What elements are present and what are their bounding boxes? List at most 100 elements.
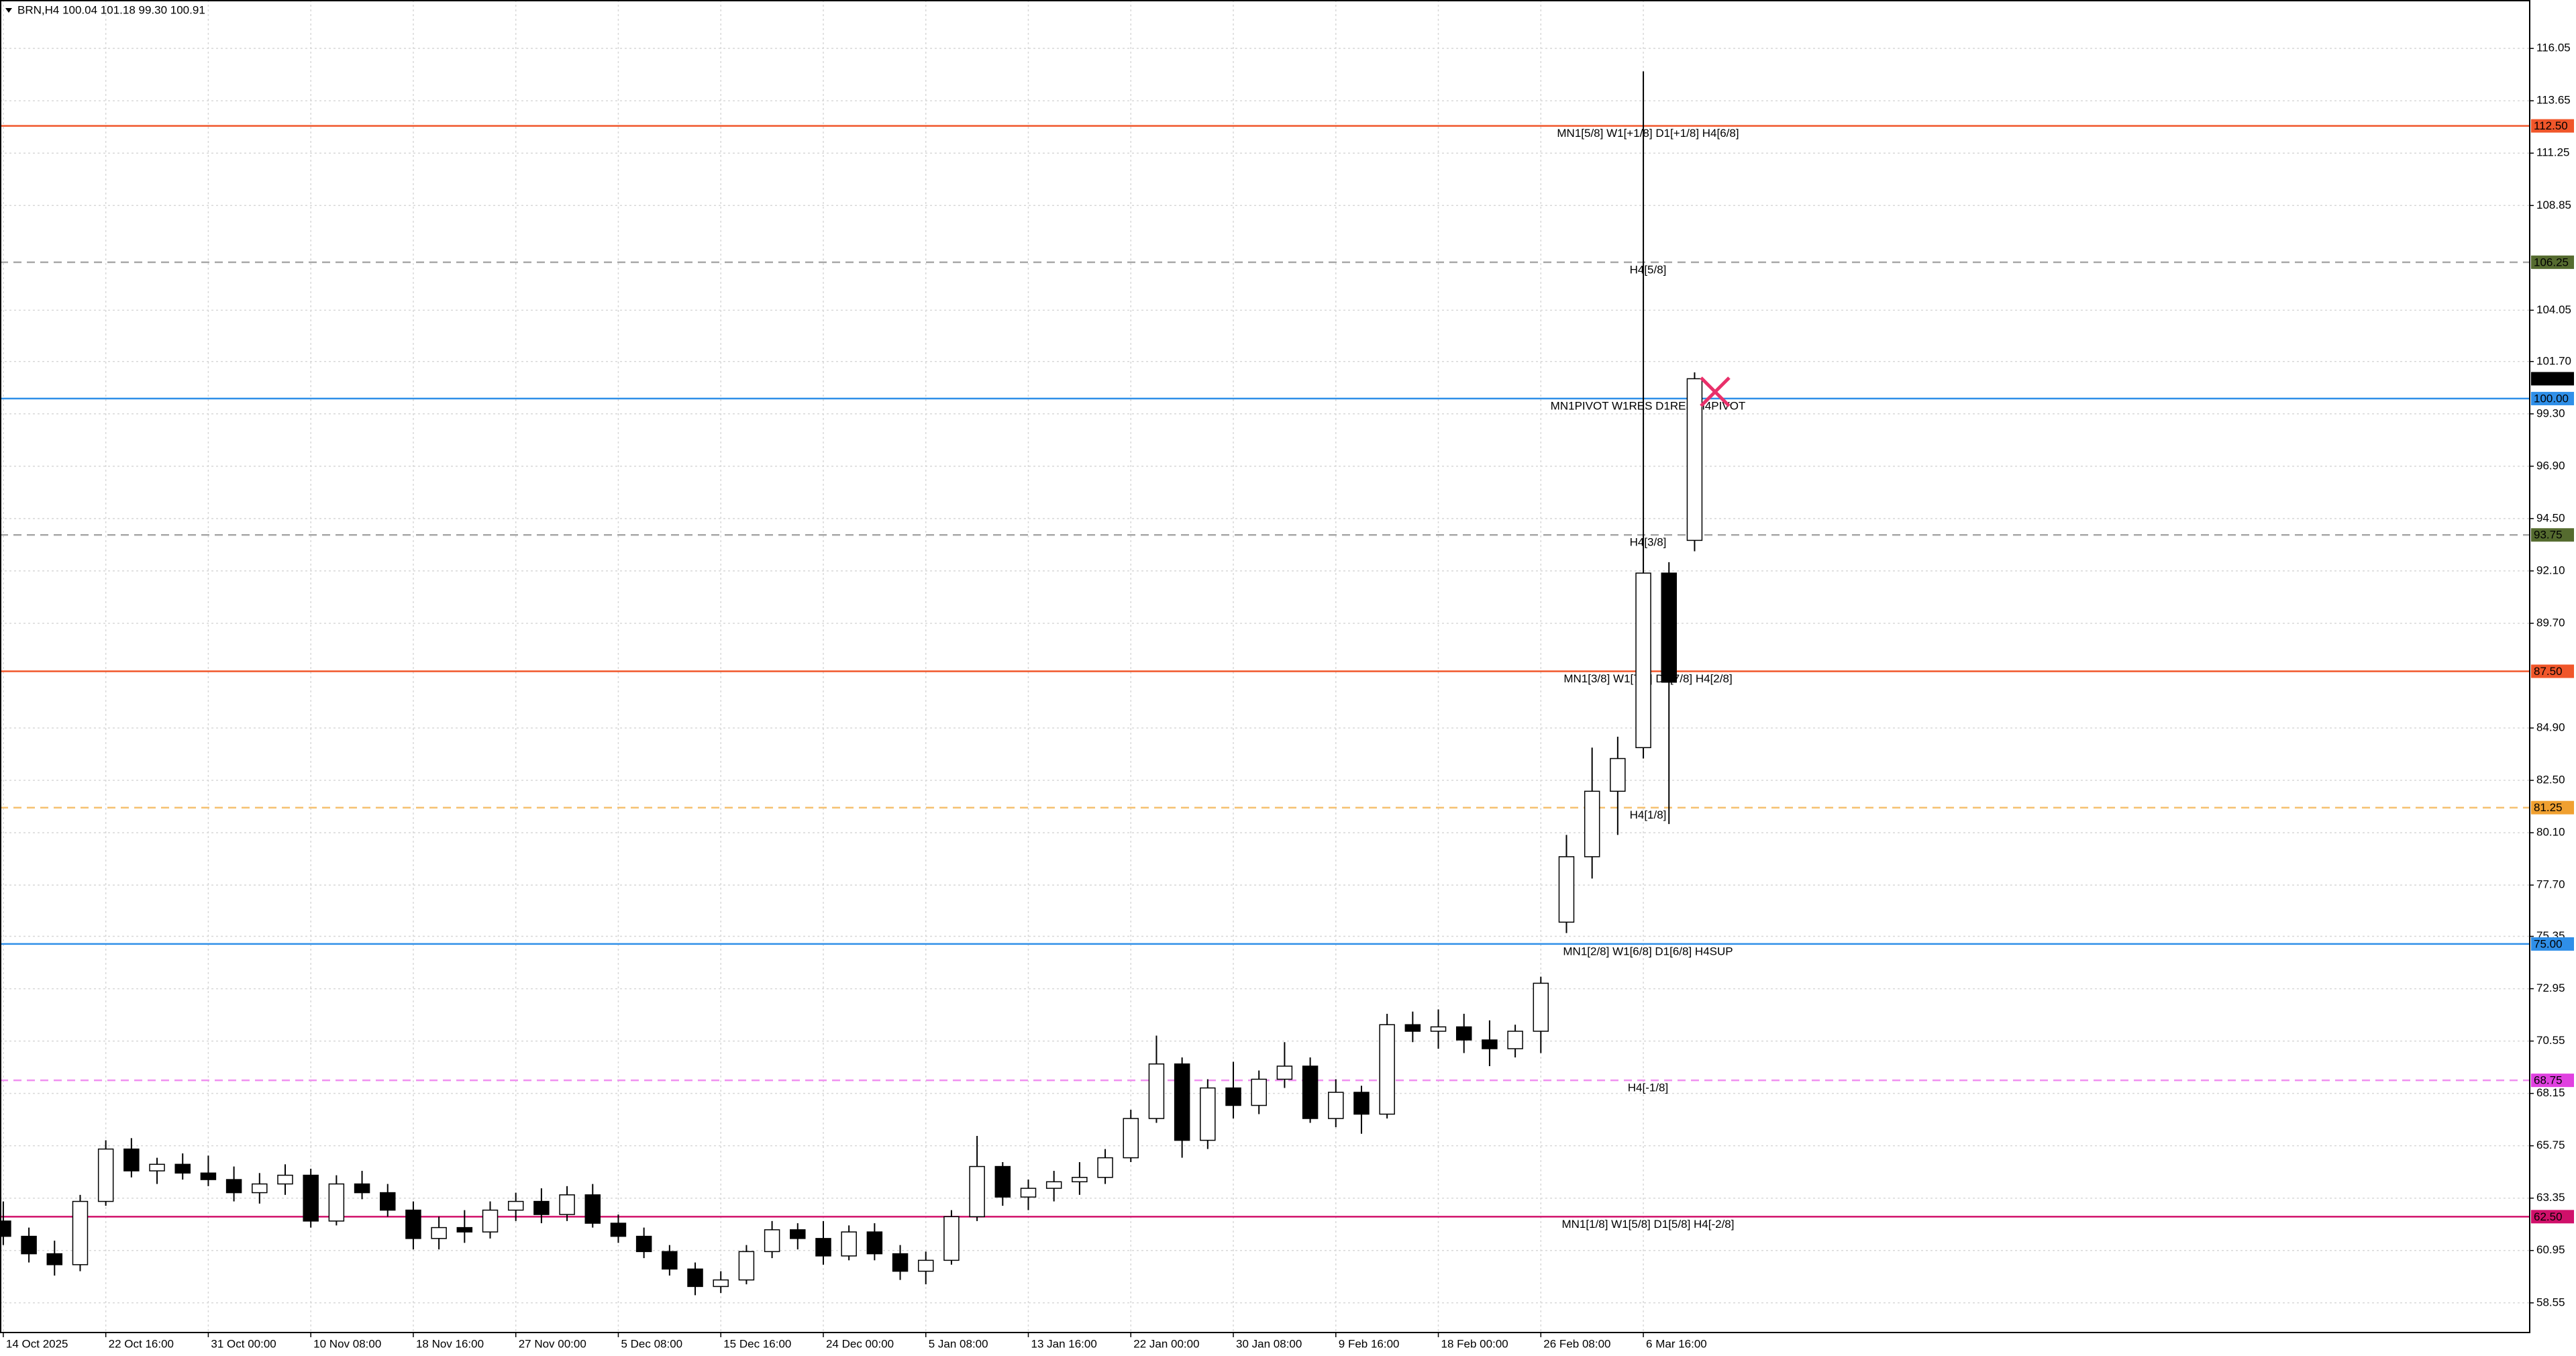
x-tick-label: 26 Feb 08:00 xyxy=(1543,1337,1610,1350)
candle-body xyxy=(1045,1181,1062,1189)
y-tick-label: 80.10 xyxy=(2536,826,2565,839)
candle-body xyxy=(969,1165,985,1218)
x-tick-label: 5 Dec 08:00 xyxy=(621,1337,682,1350)
candle-body xyxy=(46,1253,63,1265)
candle-body xyxy=(662,1251,678,1270)
y-tick-label: 96.90 xyxy=(2536,459,2565,472)
candle-body xyxy=(380,1192,396,1211)
price-tag-label: 112.50 xyxy=(2534,119,2568,132)
price-tag xyxy=(2531,255,2574,269)
x-tick-label: 5 Jan 08:00 xyxy=(929,1337,988,1350)
candle-body xyxy=(1225,1087,1241,1106)
candle-body xyxy=(123,1148,140,1171)
candle-body xyxy=(1610,758,1626,792)
candle-body xyxy=(1558,856,1575,923)
candle-body xyxy=(1635,572,1651,749)
marker-stroke xyxy=(1700,376,1731,407)
candle-body xyxy=(687,1268,703,1288)
price-tag xyxy=(2531,800,2574,815)
candle-body xyxy=(1020,1188,1037,1198)
x-tick-label: 18 Feb 00:00 xyxy=(1441,1337,1508,1350)
y-tick-label: 108.85 xyxy=(2536,199,2571,211)
candle-body xyxy=(303,1174,319,1222)
y-tick-label: 72.95 xyxy=(2536,982,2565,994)
candle-body xyxy=(1404,1024,1421,1032)
price-tag xyxy=(2531,664,2574,678)
candle-body xyxy=(1302,1065,1319,1119)
y-tick-label: 60.95 xyxy=(2536,1243,2565,1256)
y-tick-label: 99.30 xyxy=(2536,407,2565,419)
price-tag xyxy=(2531,528,2574,542)
candle-body xyxy=(354,1183,370,1194)
x-tick-label: 9 Feb 16:00 xyxy=(1339,1337,1400,1350)
candle-body xyxy=(1200,1087,1216,1141)
x-tick-label: 22 Jan 00:00 xyxy=(1133,1337,1199,1350)
x-tick-label: 24 Dec 00:00 xyxy=(826,1337,894,1350)
price-tag xyxy=(2531,392,2574,406)
current-price-label: 100.91 xyxy=(2534,372,2569,385)
price-tag-label: 68.75 xyxy=(2534,1074,2563,1087)
candle-body xyxy=(1533,982,1549,1032)
candle-body xyxy=(72,1200,89,1265)
candle-body xyxy=(97,1148,114,1202)
plot-frame xyxy=(0,0,2530,1333)
candle-body xyxy=(1507,1031,1523,1049)
candle-body xyxy=(635,1235,652,1253)
levels: MN1[5/8] W1[+1/8] D1[+1/8] H4[6/8] H4[5/8… xyxy=(0,125,2530,1231)
x-tick-label: 22 Oct 16:00 xyxy=(109,1337,174,1350)
candle-body xyxy=(277,1174,293,1185)
level-label: MN1PIVOT W1RES D1RES H4PIVOT xyxy=(1551,400,1746,413)
candle-body xyxy=(0,1220,11,1237)
grid xyxy=(0,0,2530,1333)
x-tick-label: 30 Jan 08:00 xyxy=(1236,1337,1302,1350)
y-tick-label: 58.55 xyxy=(2536,1296,2565,1308)
price-tag-label: 87.50 xyxy=(2534,665,2563,678)
candle-body xyxy=(456,1227,473,1233)
candle-body xyxy=(1482,1039,1498,1049)
candle-body xyxy=(1072,1177,1088,1183)
menu-triangle[interactable] xyxy=(5,8,12,13)
price-tag-label: 100.00 xyxy=(2534,393,2569,405)
candle-body xyxy=(174,1163,191,1174)
y-tick-label: 116.05 xyxy=(2536,42,2571,54)
candle-body xyxy=(1328,1092,1344,1119)
candle-body xyxy=(1174,1063,1190,1141)
candle-body xyxy=(200,1172,217,1180)
candle-body xyxy=(507,1200,524,1211)
candles xyxy=(0,71,1703,1296)
candle-body xyxy=(149,1163,165,1171)
level-label: MN1[5/8] W1[+1/8] D1[+1/8] H4[6/8] xyxy=(1557,127,1739,140)
level-label: H4[3/8] xyxy=(1630,536,1667,549)
level-label: H4[1/8] xyxy=(1630,809,1667,821)
candle-body xyxy=(892,1253,909,1272)
candle-body xyxy=(917,1259,934,1272)
x-tick-label: 15 Dec 16:00 xyxy=(723,1337,791,1350)
candle-body xyxy=(1584,790,1600,857)
price-tag-label: 106.25 xyxy=(2534,256,2569,268)
candle-body xyxy=(1276,1065,1293,1080)
y-tick-label: 94.50 xyxy=(2536,511,2565,524)
candle-body xyxy=(21,1235,37,1255)
candle-body xyxy=(994,1165,1011,1198)
candle-body xyxy=(713,1279,729,1288)
price-tag xyxy=(2531,1210,2574,1224)
y-tick-label: 82.50 xyxy=(2536,774,2565,786)
candle-body xyxy=(1430,1026,1447,1032)
x-tick-label: 10 Nov 08:00 xyxy=(313,1337,381,1350)
candle-body xyxy=(225,1179,242,1194)
price-tag xyxy=(2531,119,2574,133)
candle-body xyxy=(1455,1026,1472,1041)
price-tag-label: 81.25 xyxy=(2534,801,2563,814)
candle-body xyxy=(559,1194,575,1215)
order-marker xyxy=(1700,376,1731,407)
x-tick-label: 13 Jan 16:00 xyxy=(1031,1337,1097,1350)
price-tag xyxy=(2531,937,2574,951)
y-tick-label: 84.90 xyxy=(2536,721,2565,734)
candle-body xyxy=(841,1231,857,1257)
x-tick-label: 27 Nov 00:00 xyxy=(519,1337,586,1350)
y-tick-label: 111.25 xyxy=(2536,146,2569,159)
candle-body xyxy=(431,1227,447,1239)
price-tag-label: 75.00 xyxy=(2534,937,2563,950)
